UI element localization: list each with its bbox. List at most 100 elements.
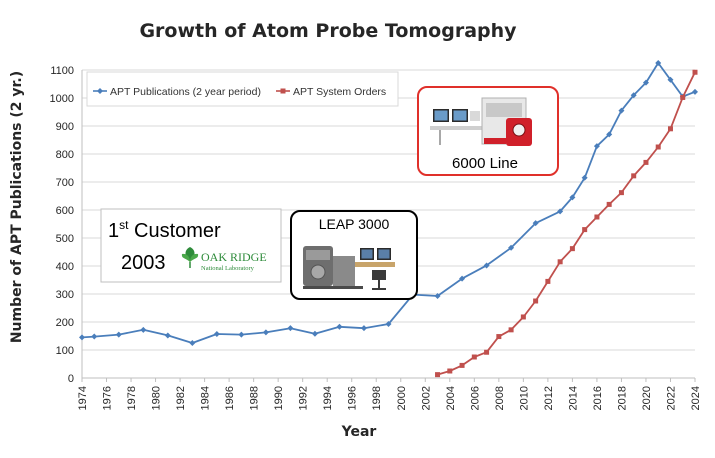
publications-point <box>508 244 515 251</box>
orders-point <box>520 314 526 320</box>
publications-point <box>189 340 196 346</box>
x-axis-title: Year <box>341 424 377 440</box>
y-tick-label: 0 <box>68 373 74 385</box>
x-tick-label: 2020 <box>641 386 653 410</box>
publications-point <box>164 332 171 339</box>
x-tick-label: 1974 <box>77 386 89 410</box>
orders-line <box>437 71 696 376</box>
x-tick-label: 2016 <box>592 386 604 410</box>
publications-point <box>287 325 294 332</box>
first-customer-year: 2003 <box>121 252 166 274</box>
orders-point <box>680 94 686 100</box>
orders-point <box>533 298 539 304</box>
x-tick-label: 1976 <box>102 386 114 410</box>
leap-3000-instrument-image <box>303 246 395 290</box>
y-tick-label: 700 <box>56 177 74 189</box>
x-tick-label: 2022 <box>665 386 677 410</box>
ordinal-number: 1 <box>108 220 119 242</box>
y-tick-label: 100 <box>56 345 74 357</box>
x-tick-label: 2002 <box>420 386 432 410</box>
publications-point <box>618 107 625 114</box>
x-tick-label: 1992 <box>298 386 310 410</box>
orders-point <box>582 227 588 233</box>
x-tick-label: 2024 <box>690 386 702 410</box>
orders-point <box>569 246 575 252</box>
x-tick-label: 1996 <box>347 386 359 410</box>
orders-point <box>545 278 551 284</box>
orders-point <box>667 126 673 132</box>
x-tick-label: 1990 <box>273 386 285 410</box>
publications-point <box>630 92 637 99</box>
legend-box <box>86 71 399 107</box>
orders-point <box>508 327 514 333</box>
6000-line-instrument-image <box>430 97 532 146</box>
legend-publications-label: APT Publications (2 year period) <box>110 86 261 98</box>
y-tick-label: 200 <box>56 317 74 329</box>
publications-point <box>385 320 392 327</box>
x-tick-label: 1994 <box>322 386 334 410</box>
publications-point <box>483 262 490 269</box>
publications-point <box>262 329 269 336</box>
publications-point <box>459 275 466 282</box>
y-tick-label: 900 <box>56 121 74 133</box>
orders-point <box>618 190 624 196</box>
publications-point <box>434 292 441 299</box>
orders-point <box>459 362 465 368</box>
publications-point <box>692 88 698 95</box>
y-tick-label: 500 <box>56 233 74 245</box>
publications-point <box>238 331 245 338</box>
leap-3000-annotation: LEAP 3000 <box>290 210 418 300</box>
publications-point <box>213 331 220 338</box>
6000-line-label: 6000 Line <box>452 155 518 172</box>
orders-point <box>557 259 563 265</box>
publications-point <box>360 325 367 332</box>
publications-point <box>532 220 539 227</box>
legend-orders-marker <box>280 88 286 94</box>
first-customer-label: 1st Customer <box>108 218 221 242</box>
orders-point <box>496 334 502 340</box>
chart-title: Growth of Atom Probe Tomography <box>139 20 517 42</box>
publications-point <box>115 331 122 338</box>
publications-point <box>79 334 85 341</box>
oak-ridge-logo-text: OAK RIDGE <box>201 250 267 264</box>
publications-point <box>667 76 674 83</box>
y-tick-label: 600 <box>56 205 74 217</box>
first-customer-box <box>100 208 282 283</box>
first-customer-annotation: 1st Customer 2003 OAK RIDGE National Lab… <box>100 208 282 283</box>
x-tick-label: 2018 <box>616 386 628 410</box>
publications-point <box>311 330 318 337</box>
publications-point <box>336 323 343 330</box>
orders-point <box>692 69 698 75</box>
publications-point <box>140 326 147 333</box>
legend: APT Publications (2 year period) APT Sys… <box>86 71 399 107</box>
publications-point <box>655 60 662 66</box>
x-tick-label: 1998 <box>371 386 383 410</box>
x-tick-label: 2004 <box>445 386 457 410</box>
publications-point <box>557 208 564 215</box>
customer-word: Customer <box>128 220 221 242</box>
y-tick-label: 400 <box>56 261 74 273</box>
publications-point <box>569 194 576 201</box>
y-tick-label: 300 <box>56 289 74 301</box>
x-tick-label: 1984 <box>200 386 212 410</box>
y-tick-label: 1100 <box>50 65 74 77</box>
publications-point <box>581 174 588 181</box>
orders-point <box>484 349 490 355</box>
orders-point <box>631 173 637 179</box>
x-tick-label: 1980 <box>151 386 163 410</box>
oak-ridge-leaf-icon <box>181 247 199 268</box>
x-tick-label: 2006 <box>469 386 481 410</box>
orders-point <box>447 368 453 374</box>
legend-orders-label: APT System Orders <box>293 86 386 98</box>
x-tick-label: 2012 <box>543 386 555 410</box>
orders-point <box>471 354 477 360</box>
leap-3000-label: LEAP 3000 <box>319 216 390 232</box>
oak-ridge-logo-subtext: National Laboratory <box>201 265 255 272</box>
series-layer <box>79 60 698 378</box>
x-tick-label: 2014 <box>567 386 579 410</box>
6000-line-annotation: 6000 Line <box>417 86 559 176</box>
y-tick-label: 1000 <box>50 93 74 105</box>
y-axis-ticks: 0 100 200 300 400 500 600 700 800 900 1000 1100 <box>50 65 74 385</box>
legend-publications-marker <box>97 88 103 94</box>
publications-point <box>593 143 600 150</box>
